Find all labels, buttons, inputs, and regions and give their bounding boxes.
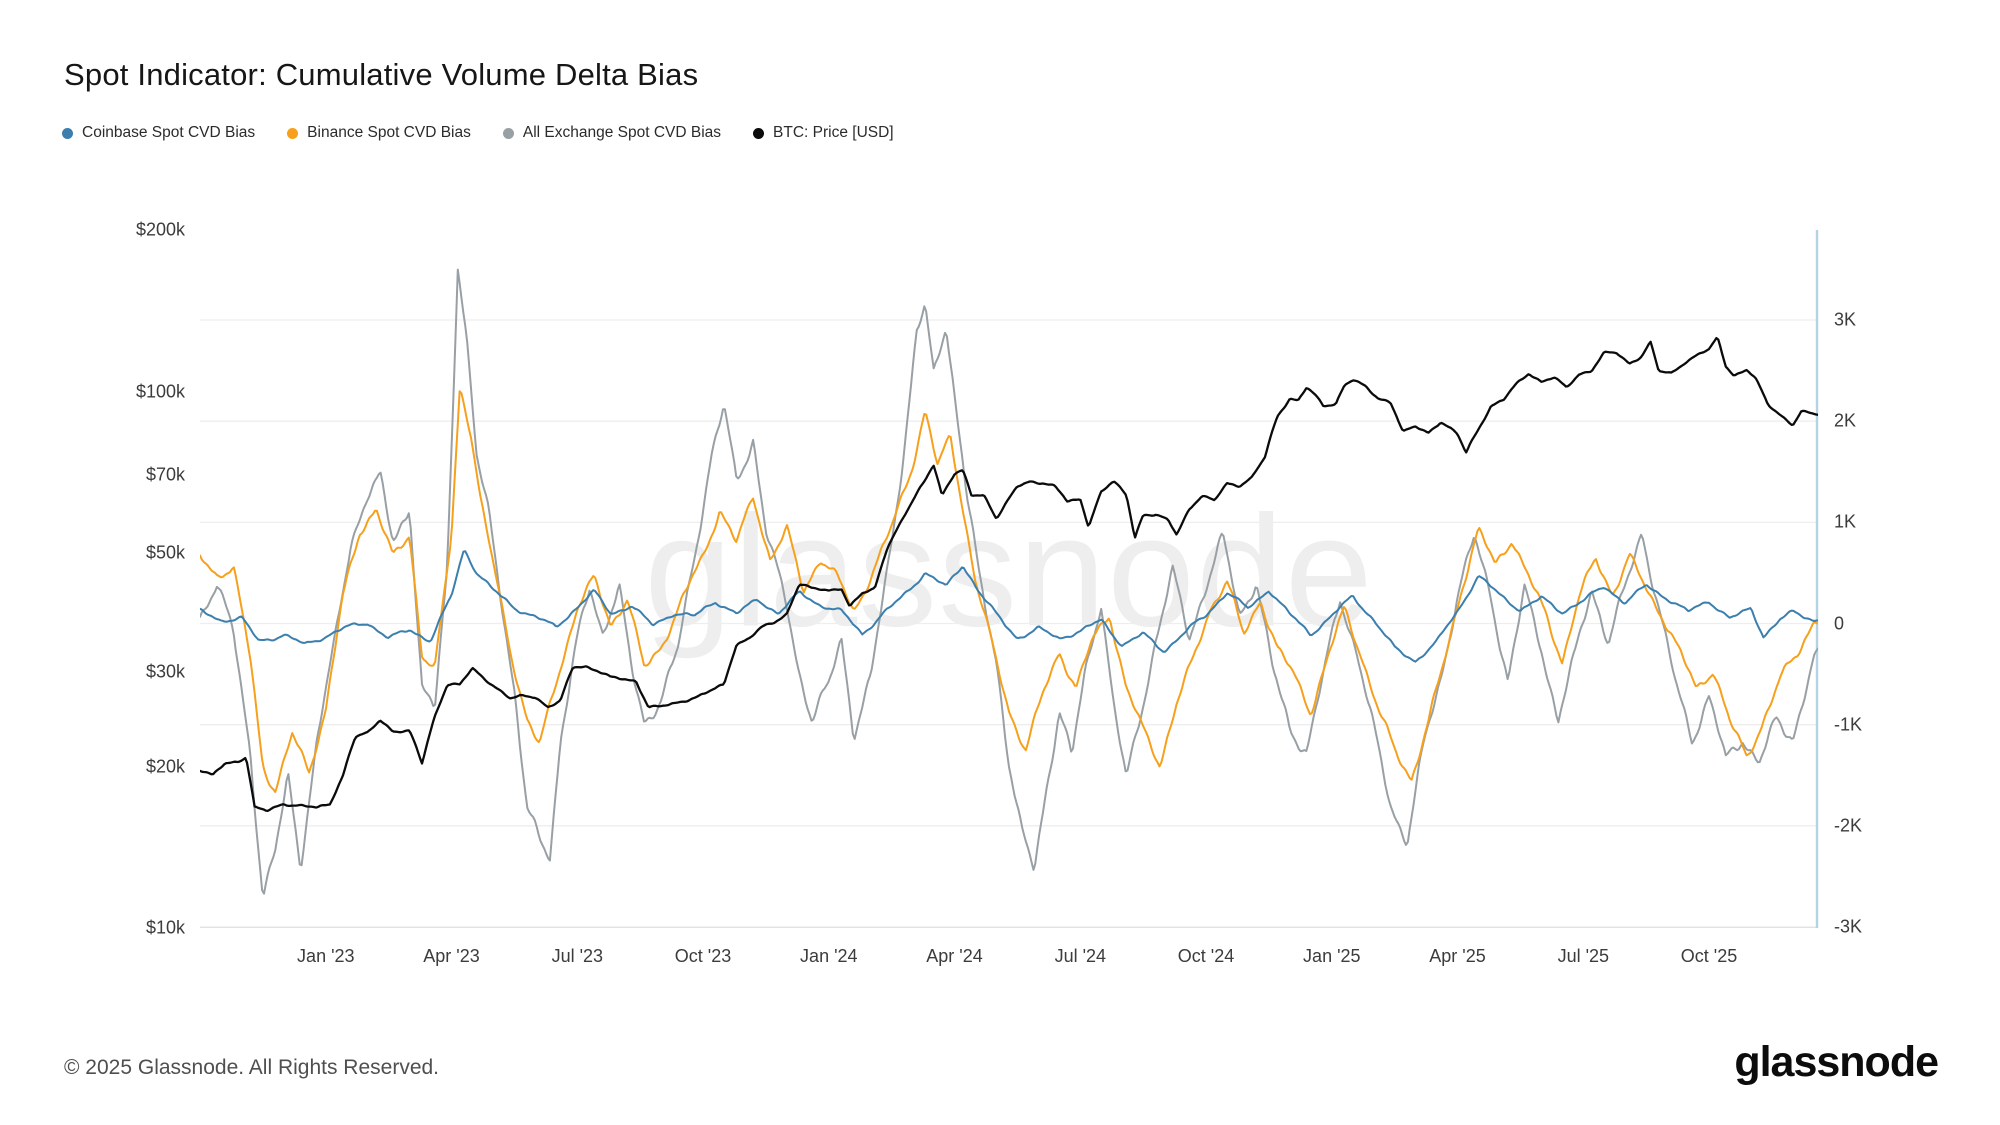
chart-legend: Coinbase Spot CVD Bias Binance Spot CVD … xyxy=(62,124,894,142)
footer-copyright: © 2025 Glassnode. All Rights Reserved. xyxy=(64,1056,440,1079)
y-axis-right-tick: -3K xyxy=(1834,916,1863,937)
y-axis-right-tick: -1K xyxy=(1834,714,1863,735)
x-axis-tick: Jan '23 xyxy=(297,946,355,966)
x-axis-tick: Oct '25 xyxy=(1680,946,1738,966)
y-axis-left-tick: $30k xyxy=(145,661,185,682)
cvd-bias-chart[interactable] xyxy=(200,230,1819,929)
legend-item-btc-price[interactable]: BTC: Price [USD] xyxy=(753,124,894,142)
x-axis-tick: Jan '24 xyxy=(800,946,858,966)
y-axis-left-tick: $100k xyxy=(135,381,185,401)
legend-dot-coinbase-icon xyxy=(62,127,73,139)
legend-label-all-exchange: All Exchange Spot CVD Bias xyxy=(522,124,722,141)
y-axis-left-tick: $200k xyxy=(135,219,185,240)
glassnode-logo[interactable]: glassnode xyxy=(1734,1038,1939,1086)
legend-label-btc-price: BTC: Price [USD] xyxy=(773,124,894,141)
x-axis-tick: Apr '24 xyxy=(926,946,983,966)
x-axis-tick: Jul '23 xyxy=(551,946,604,966)
legend-item-all-exchange[interactable]: All Exchange Spot CVD Bias xyxy=(502,124,722,142)
y-axis-right-tick: -2K xyxy=(1834,815,1863,836)
y-axis-right-tick: 0 xyxy=(1834,613,1845,633)
x-axis-tick: Oct '24 xyxy=(1177,946,1235,966)
x-axis-tick: Jul '25 xyxy=(1557,946,1610,966)
y-axis-right-tick: 1K xyxy=(1834,511,1857,532)
x-axis-tick: Apr '23 xyxy=(423,946,480,966)
x-axis-tick: Jul '24 xyxy=(1054,946,1107,966)
y-axis-left-tick: $50k xyxy=(145,542,185,563)
legend-dot-btc-price-icon xyxy=(753,127,765,139)
chart-region: glassnode $200k $100k $70k $50k $30k $20k $10k… xyxy=(136,220,1862,967)
legend-item-binance[interactable]: Binance Spot CVD Bias xyxy=(287,124,471,142)
y-axis-left-tick: $20k xyxy=(145,756,185,776)
legend-dot-binance-icon xyxy=(287,127,299,139)
y-axis-left-tick: $10k xyxy=(145,917,185,938)
x-axis-tick: Jan '25 xyxy=(1303,946,1361,966)
legend-item-coinbase[interactable]: Coinbase Spot CVD Bias xyxy=(62,124,255,142)
y-axis-left-tick: $70k xyxy=(145,464,185,485)
y-axis-right-tick: 3K xyxy=(1834,309,1857,330)
y-axis-right-tick: 2K xyxy=(1834,410,1857,431)
x-axis-tick: Apr '25 xyxy=(1429,946,1486,966)
legend-dot-all-exchange-icon xyxy=(502,127,514,139)
legend-label-binance: Binance Spot CVD Bias xyxy=(307,124,471,141)
page-title: Spot Indicator: Cumulative Volume Delta … xyxy=(64,56,699,92)
x-axis-tick: Oct '23 xyxy=(674,946,732,966)
legend-label-coinbase: Coinbase Spot CVD Bias xyxy=(82,124,256,141)
